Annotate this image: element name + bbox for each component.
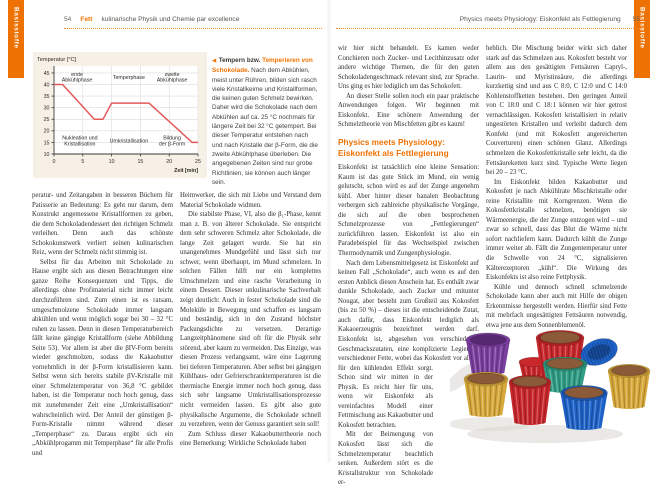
tempering-chart: 10 15 20 25 30 35 40 45 0 5 10 15 20 25 Temperatur [°C… [33,52,207,178]
chapter-tab-right: Basisstoffe [634,0,650,78]
paragraph: Im Eiskonfekt bilden Kakaobutter und Kok… [486,178,627,283]
right-page-column-2: heblich. Die Mischung beider wirkt sich … [486,44,627,330]
chocolate-top [513,376,547,386]
book-spread: { "accent_color": "#ee7203", "tabs": { "… [0,0,658,462]
svg-text:25: 25 [44,117,50,123]
eiskonfekt-photo-svg [450,322,658,458]
chocolate-top [468,373,504,384]
chapter-tab-left: Basisstoffe [8,0,24,78]
running-head-right: Physics meets Physiology: Eiskonfekt als… [336,16,640,23]
chocolate-top [540,332,579,344]
paragraph: Eiskonfekt ist tatsächlich eine kleine S… [338,163,479,258]
svg-text:15: 15 [137,159,143,165]
paragraph: Die stabilste Phase, VI, also die β₁-Pha… [180,210,321,430]
svg-text:10: 10 [109,159,115,165]
chocolate-top [565,387,604,398]
svg-text:30: 30 [44,106,50,112]
paragraph-text: Schon sind wir mitten in der Physik. Es … [338,374,433,429]
svg-text:25: 25 [195,159,201,165]
foil-cup [608,364,650,409]
chapter-title: kulinarische Physik und Chemie par excel… [101,16,239,23]
dotted-rule-left [64,28,322,29]
svg-text:40: 40 [44,82,50,88]
svg-text:35: 35 [44,94,50,100]
caption-marker-icon: ◀ [212,58,216,64]
page-number-right: 55 [633,16,640,23]
paragraph: heblich. Die Mischung beider wirkt sich … [486,44,627,178]
page-number-left: 54 [64,16,71,23]
svg-text:10: 10 [44,152,50,158]
svg-text:20: 20 [44,129,50,135]
foil-cup [464,372,508,417]
svg-text:5: 5 [81,159,84,165]
paragraph: Heimwerker, die sich mit Liebe und Verst… [180,191,321,210]
svg-text:20: 20 [166,159,172,165]
caption-lead: Tempern bzw. [219,57,261,64]
svg-text:15: 15 [44,140,50,146]
foil-cup [466,333,510,375]
foil-cup [509,375,551,425]
caption-body: Nach dem Abkühlen, meist unter Rühren, b… [212,67,318,186]
chart-xlabel: Zeit [min] [174,168,198,174]
foil-cup [561,385,608,430]
paragraph: peratur- und Zeitangaben in besseren Büc… [32,191,173,258]
tempering-chart-svg: 10 15 20 25 30 35 40 45 0 5 10 15 20 25 Temperatur [°C… [33,52,207,178]
svg-text:Umkristallisation: Umkristallisation [110,138,149,144]
figure-caption: ◀Tempern bzw. Temperieren von Schokolade… [212,56,319,187]
svg-text:45: 45 [44,71,50,77]
dotted-rule-right [336,28,640,29]
paragraph: An dieser Stelle sollen noch ein paar pr… [338,92,479,130]
paragraph: wir hier nicht behandelt. Es kamen weder… [338,44,479,92]
chapter-tab-label: Basisstoffe [13,0,20,49]
svg-text:0: 0 [53,159,56,165]
section-name: Physics meets Physiology: Eiskonfekt als… [460,16,621,23]
chocolate-top [612,365,646,375]
running-head-left: 54 Fett kulinarische Physik und Chemie p… [64,16,322,23]
chapter-tab-label: Basisstoffe [639,0,646,49]
paragraph: Selbst für das Arbeiten mit Schokolade z… [32,258,173,458]
paragraph: Zum Schluss dieser Kakaobuttertheorie no… [180,430,321,449]
svg-text:Temperphase: Temperphase [113,75,145,81]
left-page-column-2: Heimwerker, die sich mit Liebe und Verst… [180,191,321,449]
eiskonfekt-photo [450,322,658,458]
section-heading: Physics meets Physiology: Eiskonfekt als… [338,137,479,158]
page-gutter [326,0,332,462]
left-page-column-1: peratur- und Zeitangaben in besseren Büc… [32,191,173,458]
chart-title: Temperatur [°C] [37,57,77,63]
chocolate-top [547,358,583,369]
chapter-name: Fett [80,16,92,23]
